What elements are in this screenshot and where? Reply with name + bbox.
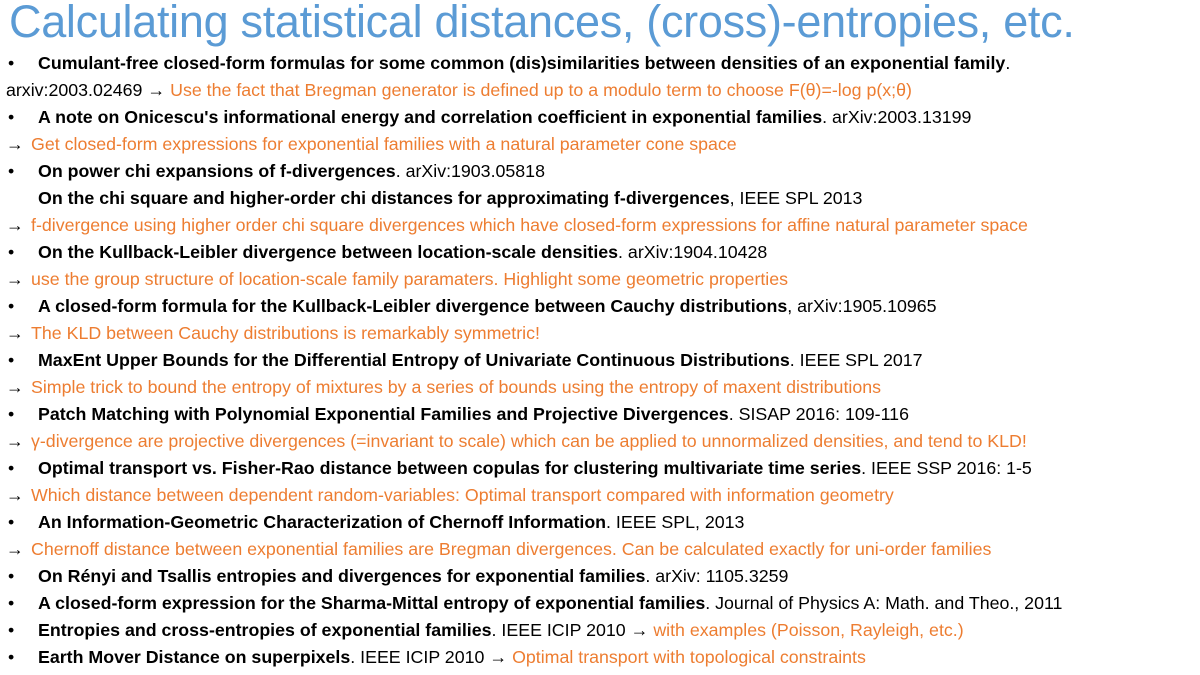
bullet-icon: • [8,593,15,613]
arrow-icon: → [6,377,24,397]
paper-reference: . IEEE SPL 2017 [789,350,923,370]
list-item: • Optimal transport vs. Fisher-Rao distan… [6,455,1198,482]
note-line: arxiv:2003.02469 → Use the fact that Bre… [6,77,1198,104]
paper-title: A closed-form expression for the Sharma-… [38,593,706,613]
list-item: • Cumulant-free closed-form formulas for … [6,50,1198,77]
bullet-icon: • [8,404,15,424]
bullet-icon: • [8,53,15,73]
list-item: • Entropies and cross-entropies of expone… [6,617,1198,644]
paper-title: Patch Matching with Polynomial Exponenti… [38,404,729,424]
note-text: The KLD between Cauchy distributions is … [31,323,540,343]
slide-title: Calculating statistical distances, (cros… [9,0,1075,47]
paper-reference: . arXiv:1903.05818 [395,161,545,181]
note-text: use the group structure of location-scal… [31,269,789,289]
note-line: → Which distance between dependent random… [6,482,1198,509]
note-line: → Chernoff distance between exponential f… [6,536,1198,563]
bullet-icon: • [8,242,15,262]
bullet-icon: • [8,647,15,667]
paper-reference: arxiv:2003.02469 [6,80,143,100]
arrow-icon: → [6,134,24,154]
note-line: → Simple trick to bound the entropy of mi… [6,374,1198,401]
paper-reference: . arXiv:2003.13199 [822,107,972,127]
bullet-icon: • [8,161,15,181]
paper-title: A note on Onicescu's informational energ… [38,107,823,127]
note-text: Optimal transport with topological const… [512,647,866,667]
paper-title: Earth Mover Distance on superpixels [38,647,351,667]
note-line: → f-divergence using higher order chi squ… [6,212,1198,239]
list-item: • On Rényi and Tsallis entropies and dive… [6,563,1198,590]
list-item: • MaxEnt Upper Bounds for the Differentia… [6,347,1198,374]
paper-title: Optimal transport vs. Fisher-Rao distanc… [38,458,862,478]
list-item: • Patch Matching with Polynomial Exponent… [6,401,1198,428]
arrow-icon: → [6,539,24,559]
arrow-icon: → [147,80,166,100]
paper-title: A closed-form formula for the Kullback-L… [38,296,788,316]
list-item: • A closed-form expression for the Sharma… [6,590,1198,617]
paper-reference: . IEEE SSP 2016: 1-5 [861,458,1032,478]
note-line: → γ-divergence are projective divergences… [6,428,1198,455]
arrow-icon: → [6,431,24,451]
paper-reference: , arXiv:1905.10965 [787,296,937,316]
note-text: Simple trick to bound the entropy of mix… [31,377,882,397]
list-item: • On the Kullback-Leibler divergence betw… [6,239,1198,266]
paper-reference: . arXiv: 1105.3259 [645,566,789,586]
paper-reference: . IEEE SPL, 2013 [606,512,745,532]
paper-reference: . SISAP 2016: 109-116 [728,404,909,424]
note-text: Get closed-form expressions for exponent… [31,134,737,154]
paper-title: MaxEnt Upper Bounds for the Differential… [38,350,790,370]
note-text: Chernoff distance between exponential fa… [31,539,992,559]
list-item: • On power chi expansions of f-divergence… [6,158,1198,185]
bullet-icon: • [8,107,15,127]
paper-title: An Information-Geometric Characterizatio… [38,512,607,532]
note-text: Which distance between dependent random-… [31,485,894,505]
list-item-continuation: On the chi square and higher-order chi d… [6,185,1198,212]
arrow-icon: → [6,323,24,343]
paper-title: On power chi expansions of f-divergences [38,161,396,181]
note-line: → Get closed-form expressions for exponen… [6,131,1198,158]
paper-title: On the chi square and higher-order chi d… [38,188,730,208]
note-line: → use the group structure of location-sca… [6,266,1198,293]
list-item: • An Information-Geometric Characterizati… [6,509,1198,536]
paper-title: On Rényi and Tsallis entropies and diver… [38,566,646,586]
paper-reference: . IEEE ICIP 2010 [491,620,626,640]
paper-title: Entropies and cross-entropies of exponen… [38,620,492,640]
paper-reference: . IEEE ICIP 2010 [350,647,485,667]
paper-reference: , IEEE SPL 2013 [729,188,863,208]
note-line: → The KLD between Cauchy distributions is… [6,320,1198,347]
note-text: Use the fact that Bregman generator is d… [170,80,912,100]
note-text: f-divergence using higher order chi squa… [31,215,1028,235]
paper-title: Cumulant-free closed-form formulas for s… [38,53,1006,73]
bullet-icon: • [8,512,15,532]
list-item: • A note on Onicescu's informational ener… [6,104,1198,131]
note-text: with examples (Poisson, Rayleigh, etc.) [653,620,964,640]
bullet-icon: • [8,296,15,316]
arrow-icon: → [489,647,508,667]
bullet-icon: • [8,350,15,370]
note-text: γ-divergence are projective divergences … [31,431,1027,451]
bullet-icon: • [8,566,15,586]
paper-reference: . Journal of Physics A: Math. and Theo.,… [705,593,1063,613]
paper-title: On the Kullback-Leibler divergence betwe… [38,242,619,262]
paper-reference: . arXiv:1904.10428 [618,242,768,262]
bullet-icon: • [8,620,15,640]
slide-body: • Cumulant-free closed-form formulas for … [6,50,1198,671]
list-item: • Earth Mover Distance on superpixels. IE… [6,644,1198,671]
paper-reference: . [1005,53,1011,73]
arrow-icon: → [630,620,649,640]
arrow-icon: → [6,269,24,289]
arrow-icon: → [6,215,24,235]
list-item: • A closed-form formula for the Kullback-… [6,293,1198,320]
arrow-icon: → [6,485,24,505]
bullet-icon: • [8,458,15,478]
